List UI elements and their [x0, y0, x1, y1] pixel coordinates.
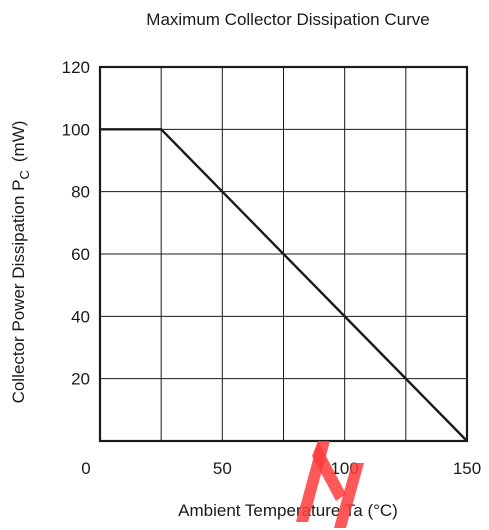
y-axis-label: Collector Power Dissipation PC (mW)	[9, 121, 32, 404]
y-axis-label-main: Collector Power Dissipation P	[9, 180, 28, 404]
plot-frame	[98, 65, 469, 443]
x-tick-label: 50	[213, 459, 232, 478]
chart-title: Maximum Collector Dissipation Curve	[146, 10, 429, 29]
dissipation-curve-line	[100, 128, 468, 442]
y-tick-label: 20	[71, 370, 90, 389]
y-tick-labels: 20 40 60 80 100 120	[62, 58, 90, 389]
series-layer	[100, 128, 468, 442]
grid-lines	[100, 67, 467, 441]
watermark-logo	[296, 441, 364, 528]
y-tick-label: 60	[71, 245, 90, 264]
y-axis-label-subscript: C	[17, 170, 32, 179]
x-tick-label: 150	[453, 459, 481, 478]
y-tick-label: 40	[71, 307, 90, 326]
x-axis-label: Ambient Temperature Ta (°C)	[178, 501, 398, 520]
y-tick-label: 100	[62, 120, 90, 139]
x-tick-labels: 0 50 100 150	[81, 459, 481, 478]
y-axis-label-unit: (mW)	[9, 121, 28, 163]
y-tick-label: 80	[71, 183, 90, 202]
x-tick-label: 0	[81, 459, 90, 478]
y-tick-label: 120	[62, 58, 90, 77]
watermark-mark	[312, 441, 346, 501]
watermark-mark	[334, 463, 364, 528]
